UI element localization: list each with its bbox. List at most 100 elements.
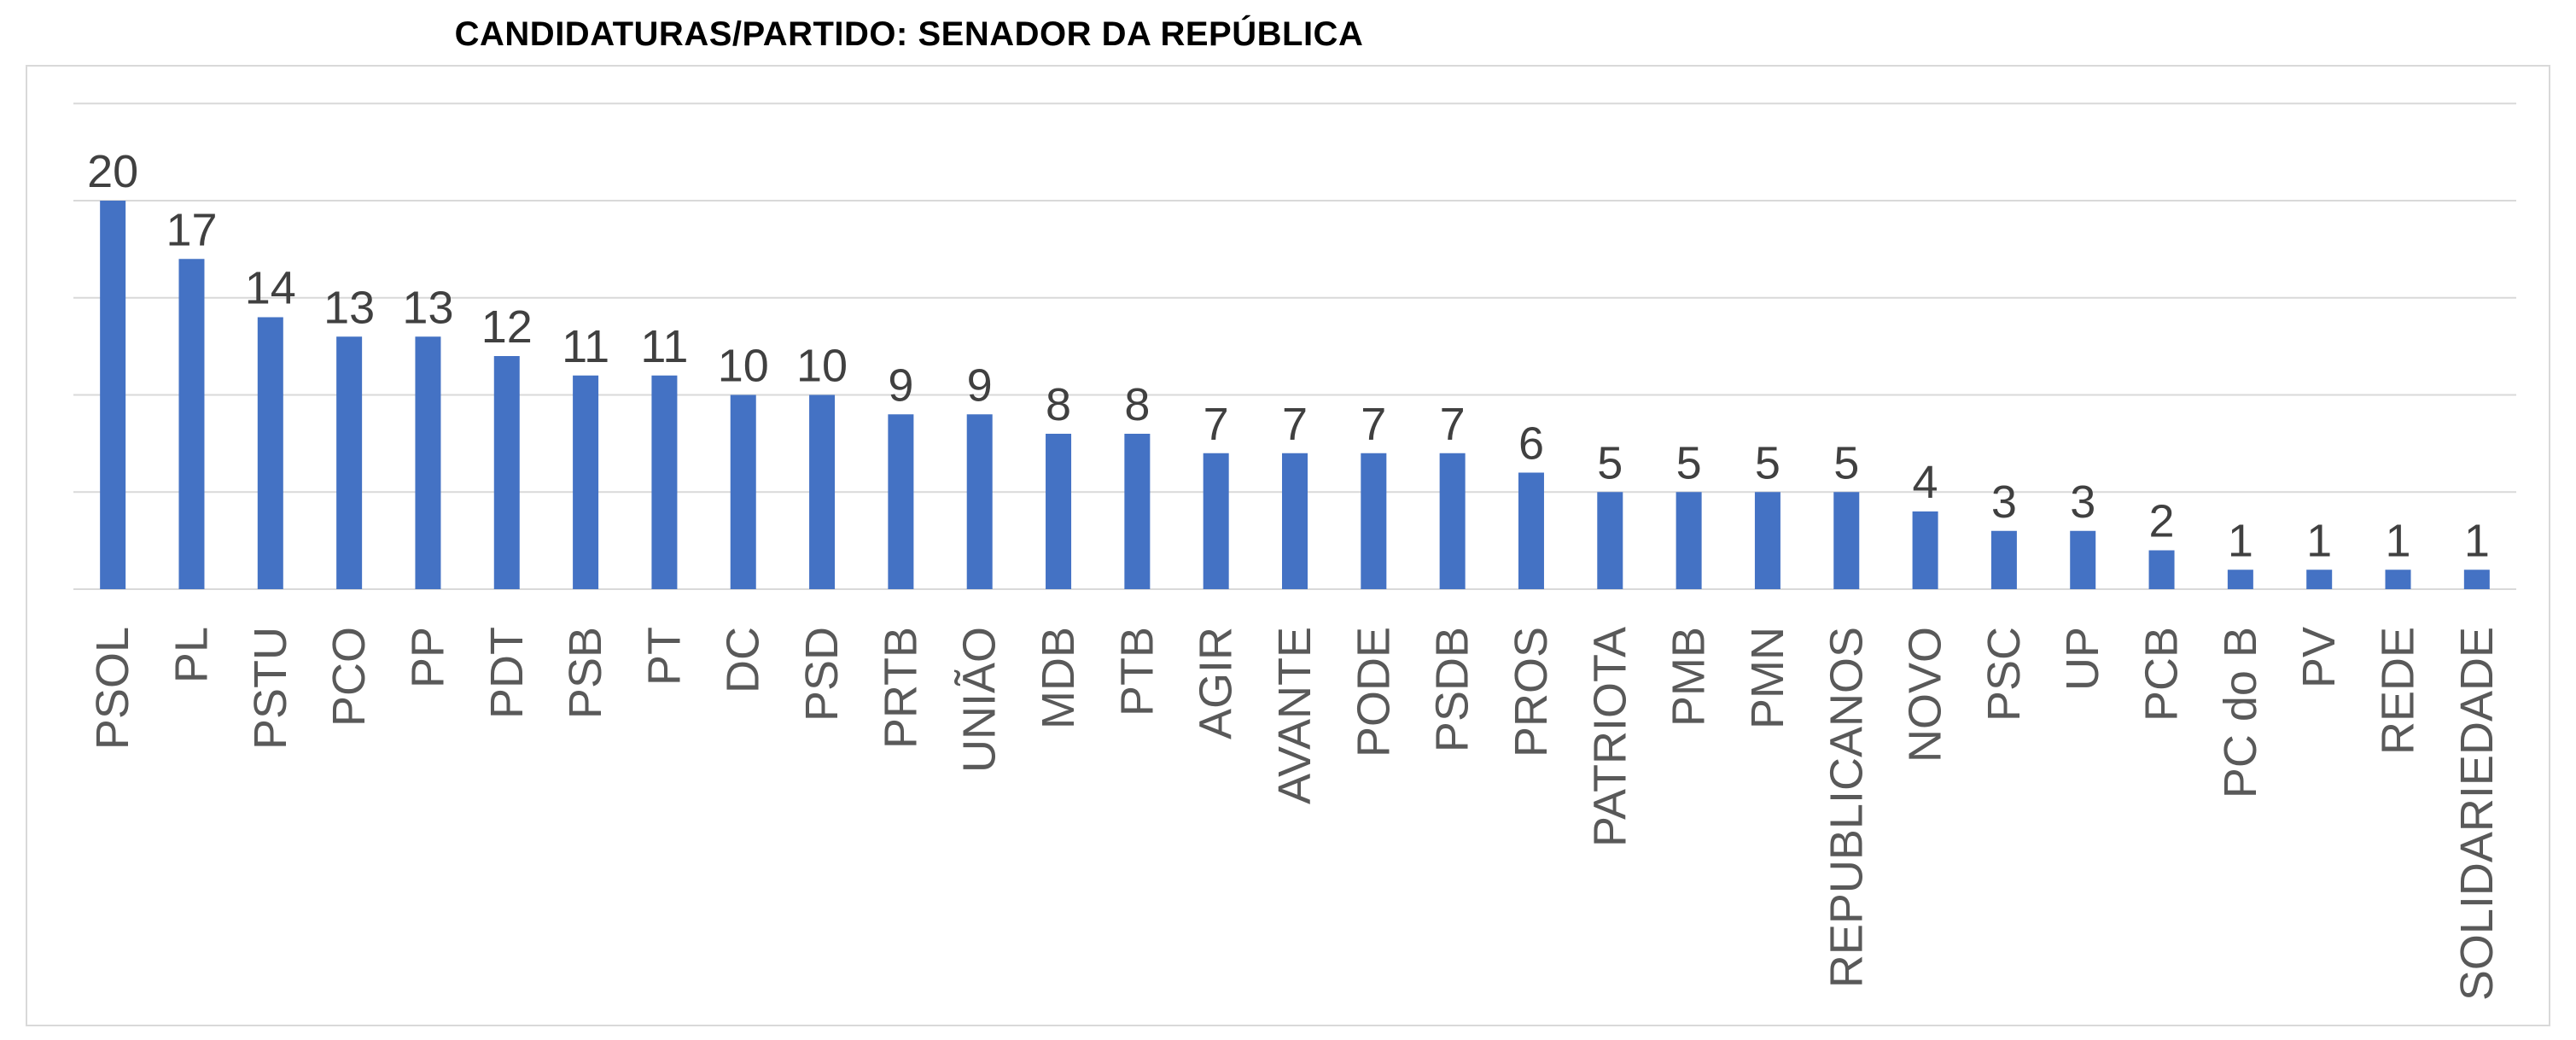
value-label-rede: 1	[2385, 515, 2410, 566]
category-label-patriota: PATRIOTA	[1584, 627, 1635, 847]
category-label-psd: PSD	[796, 627, 848, 722]
value-label-pcb: 2	[2149, 496, 2175, 547]
bar-solidariedade	[2463, 570, 2490, 589]
category-label-up: UP	[2057, 627, 2108, 691]
category-label-novo: NOVO	[1900, 627, 1951, 762]
value-label-pmn: 5	[1755, 437, 1780, 488]
bar-psb	[573, 375, 599, 589]
category-label-agir: AGIR	[1191, 627, 1242, 739]
category-label-pc-do-b: PC do B	[2215, 627, 2266, 798]
value-label-ptb: 8	[1124, 379, 1150, 430]
value-label-psc: 3	[1991, 476, 2017, 528]
bar-pc-do-b	[2227, 570, 2253, 589]
value-label-psb: 11	[562, 321, 609, 372]
category-label-pl: PL	[166, 627, 217, 683]
bar-ptb	[1124, 434, 1151, 589]
category-label-pcb: PCB	[2136, 627, 2188, 722]
bar-pcb	[2148, 550, 2175, 589]
category-label-psdb: PSDB	[1427, 627, 1478, 752]
category-label-pros: PROS	[1506, 627, 1557, 757]
bar-novo	[1912, 511, 1938, 589]
category-label-psc: PSC	[1979, 627, 2030, 722]
bar-dc	[730, 394, 756, 589]
category-label-psb: PSB	[560, 627, 611, 719]
value-label-pc-do-b: 1	[2228, 515, 2253, 566]
value-label-psd: 10	[796, 341, 848, 392]
value-label-solidariedade: 1	[2464, 515, 2490, 566]
value-label-mdb: 8	[1046, 379, 1071, 430]
category-label-pv: PV	[2293, 627, 2345, 688]
category-label-pmn: PMN	[1742, 627, 1793, 729]
value-label-prtb: 9	[888, 359, 913, 411]
category-label-prtb: PRTB	[875, 627, 926, 749]
bar-pt	[651, 375, 678, 589]
bar-pstu	[257, 317, 283, 589]
value-label-agir: 7	[1203, 399, 1229, 450]
bar-up	[2070, 530, 2096, 589]
bar-prtb	[888, 414, 914, 589]
chart-title: CANDIDATURAS/PARTIDO: SENADOR DA REPÚBLI…	[454, 15, 1364, 53]
value-label-pv: 1	[2306, 515, 2332, 566]
bar-patriota	[1597, 492, 1623, 589]
category-label-pdt: PDT	[481, 627, 533, 719]
value-label-pt: 11	[640, 321, 688, 372]
bars	[100, 201, 2490, 589]
category-label-republicanos: REPUBLICANOS	[1821, 627, 1872, 988]
category-label-união: UNIÃO	[954, 627, 1005, 773]
bar-avante	[1282, 453, 1308, 589]
value-label-pdt: 12	[481, 301, 533, 353]
bar-pmn	[1754, 492, 1780, 589]
bar-mdb	[1046, 434, 1072, 589]
value-label-união: 9	[967, 359, 993, 411]
bar-pmb	[1676, 492, 1702, 589]
value-label-pstu: 14	[245, 263, 296, 314]
category-label-solidariedade: SOLIDARIEDADE	[2451, 627, 2503, 1001]
value-label-patriota: 5	[1597, 437, 1623, 488]
chart-frame	[26, 65, 2550, 1026]
bar-pl	[178, 259, 205, 589]
bar-pode	[1361, 453, 1387, 589]
value-label-pode: 7	[1361, 399, 1386, 450]
value-label-pl: 17	[166, 204, 217, 255]
category-label-mdb: MDB	[1033, 627, 1084, 729]
category-labels: PSOL PL PSTU PCO PP PDT PSB PT DC PSD PRTB UNIÃO MDB…	[87, 627, 2503, 1001]
category-label-pco: PCO	[323, 627, 375, 727]
value-label-pmb: 5	[1676, 437, 1702, 488]
value-label-republicanos: 5	[1833, 437, 1859, 488]
value-label-psol: 20	[87, 146, 138, 197]
bar-psol	[100, 201, 126, 589]
category-label-pstu: PSTU	[245, 627, 296, 750]
category-label-rede: REDE	[2373, 627, 2424, 755]
category-label-pmb: PMB	[1664, 627, 1715, 727]
value-label-up: 3	[2070, 476, 2095, 528]
category-label-pt: PT	[638, 627, 690, 686]
value-label-pros: 6	[1518, 418, 1544, 470]
bar-republicanos	[1833, 492, 1860, 589]
bar-psdb	[1439, 453, 1466, 589]
category-label-ptb: PTB	[1111, 627, 1163, 716]
value-label-avante: 7	[1282, 399, 1308, 450]
bar-pco	[336, 336, 363, 589]
bar-psc	[1990, 530, 2017, 589]
category-label-pp: PP	[402, 627, 453, 688]
bar-união	[966, 414, 993, 589]
gridlines	[73, 102, 2516, 590]
bar-rede	[2385, 570, 2411, 589]
value-label-pco: 13	[323, 282, 375, 333]
value-label-dc: 10	[718, 341, 769, 392]
bar-pv	[2306, 570, 2333, 589]
value-label-novo: 4	[1913, 457, 1938, 508]
bar-pp	[415, 336, 441, 589]
bar-pros	[1518, 472, 1544, 589]
bar-psd	[809, 394, 836, 589]
value-label-psdb: 7	[1440, 399, 1466, 450]
category-label-dc: DC	[718, 627, 769, 693]
category-label-avante: AVANTE	[1269, 627, 1320, 804]
bar-agir	[1203, 453, 1229, 589]
value-label-pp: 13	[402, 282, 453, 333]
category-label-psol: PSOL	[87, 627, 138, 750]
bar-pdt	[493, 356, 520, 589]
category-label-pode: PODE	[1348, 627, 1399, 757]
